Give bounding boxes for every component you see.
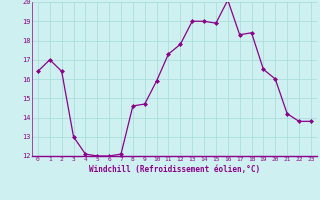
X-axis label: Windchill (Refroidissement éolien,°C): Windchill (Refroidissement éolien,°C): [89, 165, 260, 174]
